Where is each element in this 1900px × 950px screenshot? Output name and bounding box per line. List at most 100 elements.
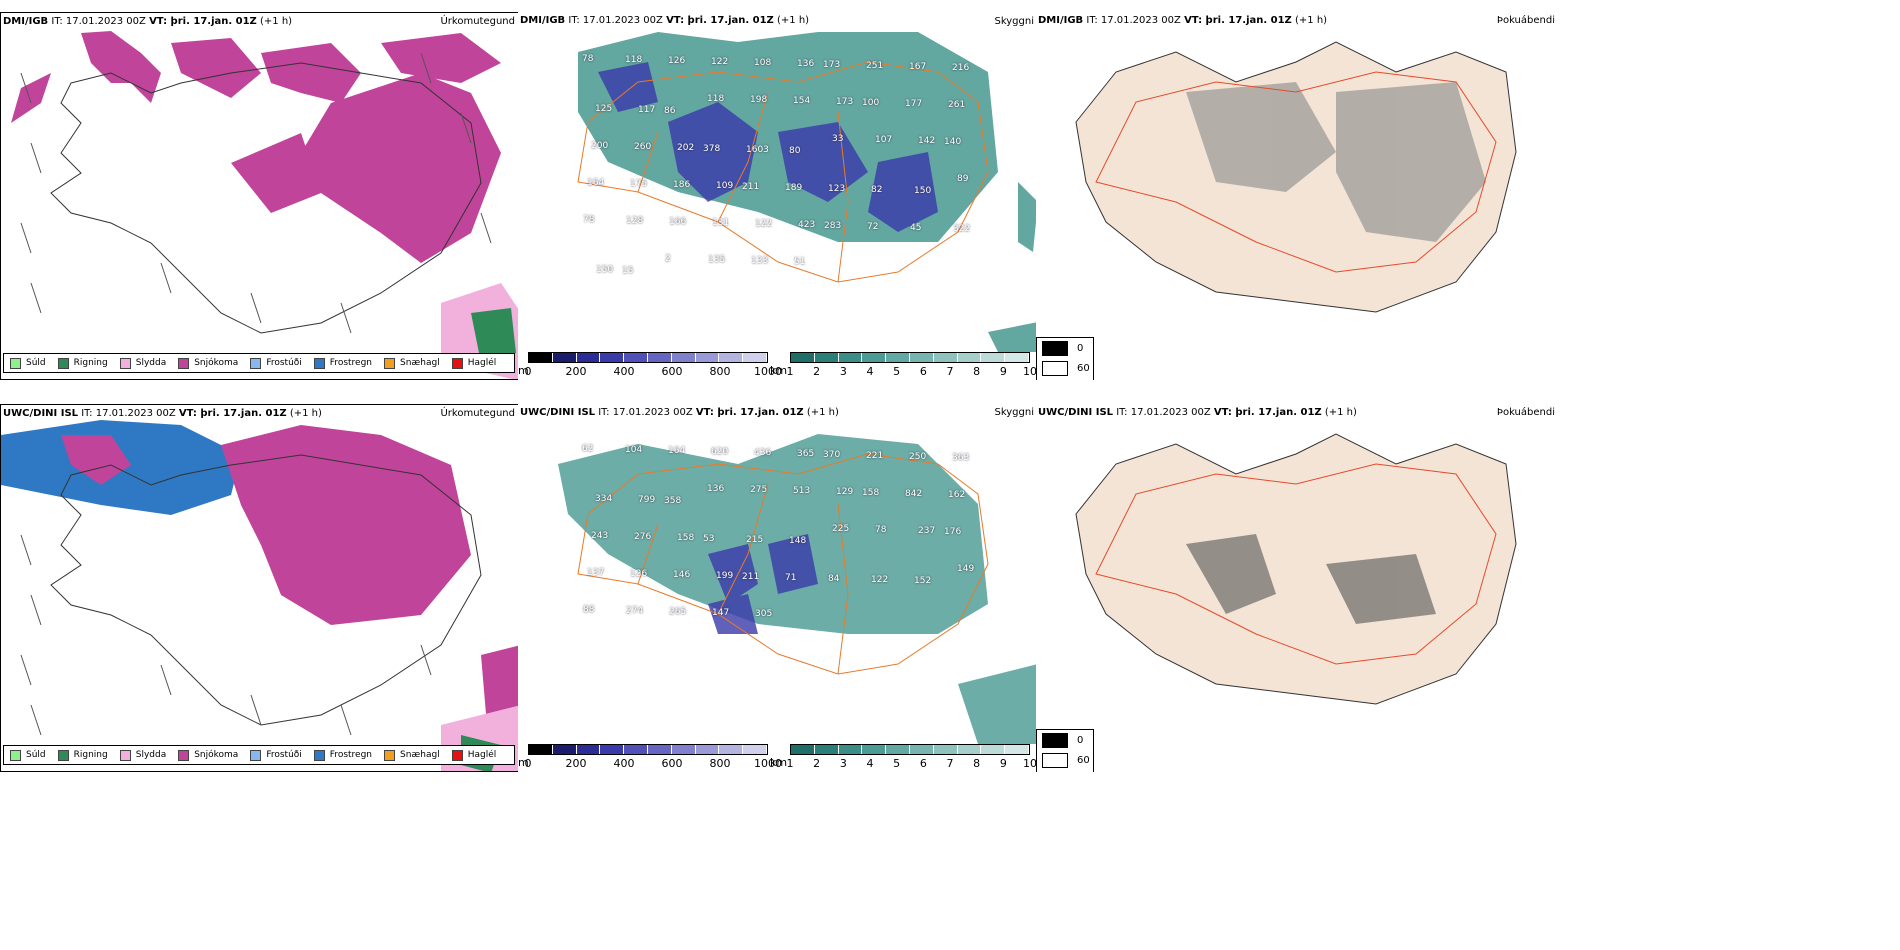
ceiling-value-label: 215	[746, 535, 764, 545]
colorbar-bin	[719, 353, 744, 362]
visibility-colorbar: 1 2 3 4 5 6 7 8 9 10	[787, 744, 1037, 772]
legend-item: Súld	[10, 749, 46, 761]
ceiling-value-label: 89	[957, 174, 969, 184]
ceiling-value-label: 265	[669, 607, 687, 617]
visibility-unit: km	[770, 756, 788, 769]
ceiling-value-label: 167	[909, 62, 927, 72]
colorbar-bin	[600, 353, 625, 362]
legend-swatch	[119, 357, 131, 369]
ceiling-value-label: 305	[755, 609, 773, 619]
cloud-visibility-panel-dmi: DMI/IGB IT: 17.01.2023 00Z VT: þri. 17.j…	[518, 12, 1038, 380]
panel-header: UWC/DINI ISL IT: 17.01.2023 00Z VT: þri.…	[520, 407, 839, 418]
colorbar-bin	[647, 353, 672, 362]
fog-swatch-dark	[1042, 340, 1068, 356]
ceiling-value-label: 136	[797, 59, 815, 69]
colorbar-tick: 7	[946, 757, 954, 770]
ceiling-value-label: 45	[910, 223, 922, 233]
panel-product-name: Skyggni	[994, 407, 1034, 418]
fog-legend: 0 60	[1036, 729, 1094, 772]
colorbar-tick: 1000	[754, 365, 782, 378]
colorbar-tick: 7	[946, 365, 954, 378]
colorbar-bin	[576, 353, 601, 362]
ceiling-value-label: 620	[711, 447, 729, 457]
ceiling-value-label: 198	[750, 95, 768, 105]
legend-item: Snjókoma	[178, 749, 238, 761]
ceiling-value-label: 51	[794, 257, 806, 267]
ceiling-value-label: 82	[871, 185, 883, 195]
panel-product-name: Úrkomutegund	[440, 408, 515, 419]
legend-swatch	[451, 357, 463, 369]
legend-item: Haglél	[451, 357, 496, 369]
legend-swatch	[313, 749, 325, 761]
ceiling-value-label: 162	[948, 490, 966, 500]
legend-item: Slydda	[119, 357, 166, 369]
fog-legend: 0 60	[1036, 337, 1094, 380]
ceiling-value-label: 152	[914, 576, 932, 586]
ceiling-value-label: 189	[785, 183, 803, 193]
colorbar-tick: 800	[709, 757, 731, 770]
ceiling-value-label: 237	[918, 526, 936, 536]
ceiling-value-label: 72	[867, 222, 879, 232]
ceiling-value-label: 176	[944, 527, 962, 537]
fog-map	[1075, 433, 1517, 705]
ceiling-value-label: 365	[797, 449, 815, 459]
colorbar-bin	[957, 745, 982, 754]
fog-swatch-dark	[1042, 732, 1068, 748]
ceiling-value-label: 53	[703, 534, 715, 544]
fog-legend-low-label: 60	[1077, 362, 1090, 374]
precip-map	[11, 31, 519, 379]
ceiling-colorbar: 0 200 400 600 800 1000	[525, 744, 783, 772]
legend-swatch	[384, 749, 396, 761]
fog-legend-low: 60	[1042, 358, 1093, 378]
iceland-outline	[50, 62, 482, 334]
colorbar-bin	[957, 353, 982, 362]
visibility-colorbar-strip	[790, 744, 1030, 755]
ceiling-value-label: 164	[668, 446, 686, 456]
legend-swatch	[250, 357, 262, 369]
ceiling-value-label: 149	[957, 564, 975, 574]
colorbar-tick: 600	[661, 757, 683, 770]
colorbar-bin	[529, 353, 553, 362]
ceiling-value-label: 166	[669, 217, 687, 227]
legend-label: Frostúði	[266, 750, 302, 760]
colorbar-bin	[1005, 353, 1029, 362]
ceiling-value-label: 158	[862, 488, 880, 498]
legend-swatch	[57, 357, 69, 369]
fog-indicator-panel-uwc: UWC/DINI ISL IT: 17.01.2023 00Z VT: þri.…	[1036, 404, 1900, 772]
legend-swatch	[451, 749, 463, 761]
ceiling-value-label: 243	[591, 531, 609, 541]
legend-swatch	[313, 357, 325, 369]
fog-shading	[1186, 534, 1436, 624]
colorbar-bin	[529, 745, 553, 754]
ceiling-value-label: 133	[751, 256, 769, 266]
legend-label: Súld	[26, 750, 46, 760]
legend-label: Frostregn	[329, 358, 373, 368]
ceiling-value-label: 118	[625, 55, 643, 65]
colorbar-tick: 1000	[754, 757, 782, 770]
ceiling-value-label: 118	[707, 94, 725, 104]
wind-barbs	[20, 52, 492, 334]
ceiling-value-label: 147	[712, 608, 730, 618]
ceiling-value-label: 283	[824, 221, 842, 231]
panel-header: DMI/IGB IT: 17.01.2023 00Z VT: þri. 17.j…	[1038, 15, 1328, 26]
colorbar-bin	[647, 745, 672, 754]
ceiling-value-label: 150	[596, 265, 614, 275]
ceiling-value-label: 86	[664, 106, 676, 116]
ceiling-value-label: 261	[948, 100, 966, 110]
fog-swatch-light	[1042, 360, 1068, 376]
colorbar-tick: 0	[524, 365, 532, 378]
visibility-unit: km	[770, 364, 788, 377]
ceiling-colorbar-ticks: 0 200 400 600 800 1000	[525, 757, 783, 771]
wind-barbs	[20, 534, 432, 736]
legend-item: Snæhagl	[384, 357, 440, 369]
iceland-outline	[50, 454, 482, 726]
colorbar-bin	[886, 353, 910, 362]
legend-item: Frostregn	[313, 357, 373, 369]
legend-swatch	[178, 357, 190, 369]
legend-label: Snjókoma	[194, 358, 239, 368]
ceiling-value-label: 211	[742, 182, 760, 192]
road-network	[577, 453, 989, 675]
colorbar-bin	[552, 745, 577, 754]
legend-swatch	[250, 749, 262, 761]
ceiling-colorbar-ticks: 0 200 400 600 800 1000	[524, 365, 783, 379]
